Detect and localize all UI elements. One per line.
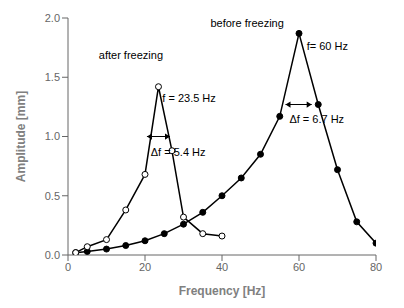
- svg-text:0.5: 0.5: [45, 190, 60, 202]
- svg-text:60: 60: [293, 261, 305, 273]
- svg-text:f = 23.5 Hz: f = 23.5 Hz: [162, 92, 216, 104]
- svg-text:0.0: 0.0: [45, 249, 60, 261]
- svg-text:Amplitude [mm]: Amplitude [mm]: [14, 91, 28, 182]
- svg-text:40: 40: [216, 261, 228, 273]
- svg-text:20: 20: [139, 261, 151, 273]
- svg-text:f= 60 Hz: f= 60 Hz: [307, 40, 348, 52]
- svg-text:after freezing: after freezing: [99, 49, 163, 61]
- svg-text:80: 80: [370, 261, 382, 273]
- svg-text:1.5: 1.5: [45, 71, 60, 83]
- svg-text:0: 0: [65, 261, 71, 273]
- svg-text:Δf = 5.4 Hz: Δf = 5.4 Hz: [151, 146, 206, 158]
- svg-text:1.0: 1.0: [45, 130, 60, 142]
- svg-text:before freezing: before freezing: [210, 17, 283, 29]
- svg-text:2.0: 2.0: [45, 12, 60, 24]
- svg-text:Δf = 6.7 Hz: Δf = 6.7 Hz: [289, 113, 344, 125]
- svg-text:Frequency [Hz]: Frequency [Hz]: [179, 284, 266, 298]
